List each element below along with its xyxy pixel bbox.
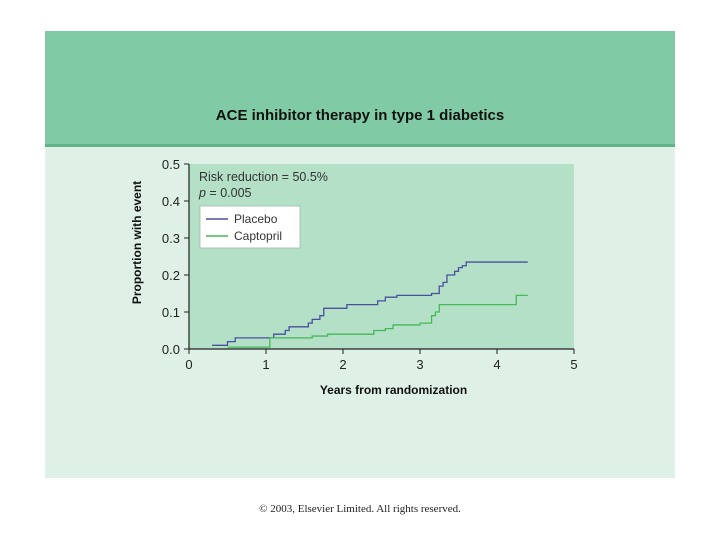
annotation-risk-reduction: Risk reduction = 50.5% (199, 170, 328, 184)
x-tick-label: 4 (493, 357, 500, 372)
annotation-p-value: p = 0.005 (198, 186, 252, 200)
y-tick-label: 0.0 (162, 342, 180, 357)
legend-label-captopril: Captopril (234, 229, 282, 243)
y-tick-label: 0.5 (162, 157, 180, 172)
x-tick-label: 1 (262, 357, 269, 372)
slide: ACE inhibitor therapy in type 1 diabetic… (45, 31, 675, 478)
series-line-captopril (227, 294, 528, 348)
y-tick-label: 0.2 (162, 268, 180, 283)
y-axis-label: Proportion with event (130, 181, 144, 304)
y-tick-label: 0.4 (162, 194, 180, 209)
x-tick-label: 0 (185, 357, 192, 372)
x-tick-label: 2 (339, 357, 346, 372)
plot-area (189, 164, 574, 349)
legend-label-placebo: Placebo (234, 212, 278, 226)
y-tick-label: 0.1 (162, 305, 180, 320)
legend-box (199, 205, 301, 249)
series-line-placebo (212, 261, 528, 346)
copyright-notice: © 2003, Elsevier Limited. All rights res… (259, 503, 461, 515)
x-tick-label: 3 (416, 357, 423, 372)
y-tick-label: 0.3 (162, 231, 180, 246)
x-axis-label: Years from randomization (320, 383, 467, 397)
slide-title: ACE inhibitor therapy in type 1 diabetic… (215, 107, 505, 124)
header-band (45, 31, 675, 147)
chart: 0 1 2 3 4 5 0.0 0.1 0.2 0.3 0.4 0.5 Years from rando… (130, 157, 578, 397)
x-tick-label: 5 (570, 357, 577, 372)
